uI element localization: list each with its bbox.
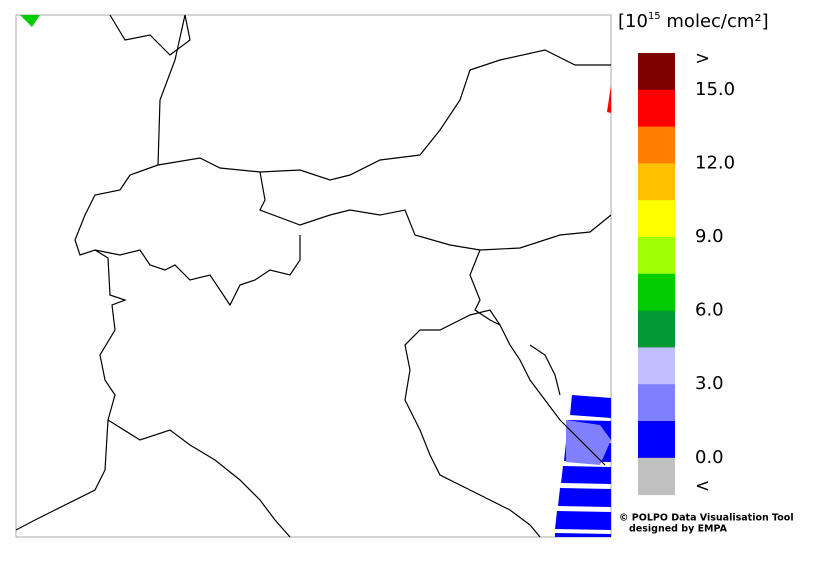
colorbar-bin bbox=[638, 421, 675, 459]
colorbar-bin bbox=[638, 384, 675, 422]
map-frame bbox=[15, 14, 612, 538]
colorbar: [1015 molec/cm²] >15.0 12.0 9.0 6.0 3.0 0.0 < bbox=[618, 11, 769, 497]
colorbar-label: > bbox=[695, 48, 710, 69]
unit-prefix: [10 bbox=[618, 11, 648, 32]
colorbar-bin bbox=[638, 89, 675, 128]
colorbar-bin bbox=[638, 163, 675, 201]
colorbar-unit: [1015 molec/cm²] bbox=[618, 11, 769, 32]
map bbox=[15, 14, 612, 538]
borders bbox=[15, 14, 612, 538]
unit-exponent: 15 bbox=[648, 11, 661, 22]
colorbar-label: 9.0 bbox=[695, 226, 724, 247]
credit: designed by EMPA bbox=[629, 524, 728, 535]
unit-suffix: molec/cm²] bbox=[661, 11, 769, 32]
swath bbox=[566, 420, 611, 465]
swath bbox=[20, 15, 40, 27]
colorbar-bin bbox=[638, 53, 675, 91]
colorbar-bin bbox=[638, 457, 675, 496]
colorbar-bin bbox=[638, 347, 675, 385]
swath bbox=[607, 85, 611, 113]
colorbar-label: 6.0 bbox=[695, 300, 724, 321]
colorbar-bin bbox=[638, 200, 675, 238]
colorbar-bin bbox=[638, 237, 675, 275]
credit: © POLPO Data Visualisation Tool bbox=[619, 513, 794, 524]
colorbar-label: 15.0 bbox=[695, 79, 735, 100]
colorbar-bin bbox=[638, 310, 675, 348]
colorbar-label: 12.0 bbox=[695, 152, 735, 173]
colorbar-label: 3.0 bbox=[695, 373, 724, 394]
colorbar-bin bbox=[638, 273, 675, 312]
colorbar-label: < bbox=[695, 476, 710, 497]
colorbar-label: 0.0 bbox=[695, 447, 724, 468]
colorbar-bin bbox=[638, 126, 675, 164]
